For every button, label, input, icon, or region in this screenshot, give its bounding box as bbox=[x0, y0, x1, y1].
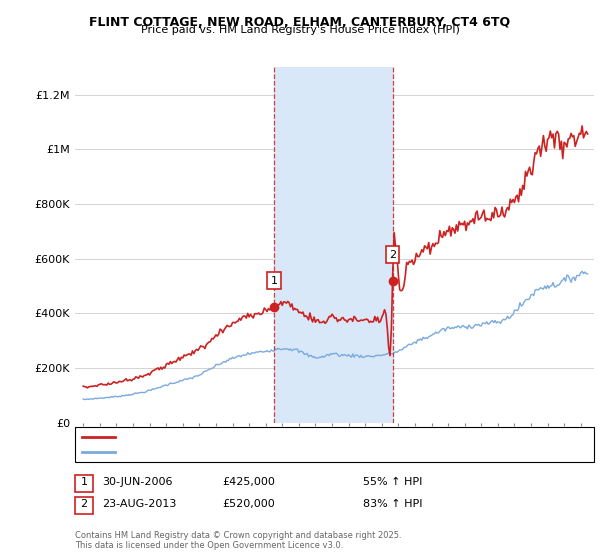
Text: 23-AUG-2013: 23-AUG-2013 bbox=[102, 499, 176, 509]
Text: 1: 1 bbox=[80, 477, 88, 487]
Bar bbox=[274, 67, 392, 423]
Text: 2: 2 bbox=[389, 250, 396, 260]
Text: Price paid vs. HM Land Registry's House Price Index (HPI): Price paid vs. HM Land Registry's House … bbox=[140, 25, 460, 35]
Text: 55% ↑ HPI: 55% ↑ HPI bbox=[363, 477, 422, 487]
Text: FLINT COTTAGE, NEW ROAD, ELHAM, CANTERBURY, CT4 6TQ (detached house): FLINT COTTAGE, NEW ROAD, ELHAM, CANTERBU… bbox=[121, 432, 507, 442]
Text: 30-JUN-2006: 30-JUN-2006 bbox=[102, 477, 173, 487]
Text: 2: 2 bbox=[80, 499, 88, 509]
Text: Contains HM Land Registry data © Crown copyright and database right 2025.
This d: Contains HM Land Registry data © Crown c… bbox=[75, 530, 401, 550]
Text: HPI: Average price, detached house, Folkestone and Hythe: HPI: Average price, detached house, Folk… bbox=[121, 447, 408, 458]
Text: 1: 1 bbox=[271, 276, 277, 286]
Text: 83% ↑ HPI: 83% ↑ HPI bbox=[363, 499, 422, 509]
Text: £425,000: £425,000 bbox=[222, 477, 275, 487]
Text: £520,000: £520,000 bbox=[222, 499, 275, 509]
Text: FLINT COTTAGE, NEW ROAD, ELHAM, CANTERBURY, CT4 6TQ: FLINT COTTAGE, NEW ROAD, ELHAM, CANTERBU… bbox=[89, 16, 511, 29]
